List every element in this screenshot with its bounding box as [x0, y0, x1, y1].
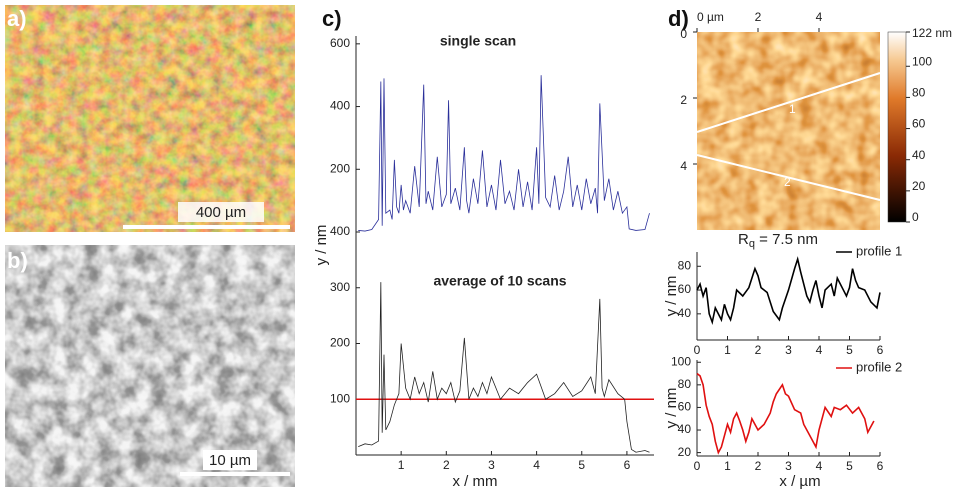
x-tick-label: 0: [694, 459, 701, 473]
x-tick-label: 3: [488, 458, 495, 472]
data-line: [358, 282, 650, 453]
y-tick-label: 100: [671, 354, 691, 368]
x-tick-label: 3: [785, 343, 792, 357]
colorbar: [887, 31, 907, 223]
y-tick-label: 40: [678, 422, 692, 436]
x-tick-label: 5: [578, 458, 585, 472]
x-tick-label: 2: [755, 459, 762, 473]
y-tick-label: 400: [330, 99, 350, 113]
x-tick-label: 1: [724, 343, 731, 357]
x-tick-label: 2: [755, 10, 762, 24]
x-tick-label: 2: [755, 343, 762, 357]
y-axis-label: y / nm: [663, 276, 680, 317]
y-tick-label: 400: [330, 224, 350, 238]
data-line: [696, 256, 881, 326]
profile-line: [696, 154, 881, 201]
y-tick-label: 60: [678, 282, 692, 296]
x-tick-label: 3: [785, 459, 792, 473]
y-tick-label: 0: [680, 27, 687, 41]
x-tick-label: 1: [724, 459, 731, 473]
profile-line: [696, 72, 881, 133]
y-tick-label: 60: [678, 400, 692, 414]
x-tick-label: 6: [877, 459, 884, 473]
x-tick-label: 2: [443, 458, 450, 472]
y-tick-label: 20: [678, 445, 692, 459]
x-tick-label: 4: [533, 458, 540, 472]
legend-label: profile 2: [856, 359, 902, 374]
y-tick-label: 100: [330, 391, 350, 405]
colorbar-label: 20: [912, 179, 926, 193]
y-tick-label: 600: [330, 36, 350, 50]
y-tick-label: 80: [678, 258, 692, 272]
annotation-text: = 7.5 nm: [755, 231, 818, 248]
scale-bar-label: 10 µm: [209, 452, 251, 469]
y-tick-label: 200: [330, 336, 350, 350]
x-tick-label: 4: [816, 343, 823, 357]
x-tick-label: 5: [846, 459, 853, 473]
legend-label: profile 1: [856, 243, 902, 258]
panel-label: d): [668, 6, 689, 31]
y-tick-label: 4: [680, 159, 687, 173]
colorbar-label: 122 nm: [912, 26, 952, 40]
y-tick-label: 80: [678, 377, 692, 391]
annotation-symbol: R: [738, 231, 749, 248]
profile-label: 1: [789, 102, 796, 116]
annotation-subscript: q: [749, 238, 755, 250]
y-axis-label: y / nm: [313, 225, 330, 266]
y-tick-label: 300: [330, 280, 350, 294]
chart-title: average of 10 scans: [433, 273, 566, 289]
panel-label: c): [322, 6, 342, 31]
x-tick-label: 6: [877, 343, 884, 357]
label-box: [203, 450, 257, 470]
optical-micrograph: [5, 5, 295, 232]
label-box: [178, 202, 264, 222]
data-line: [696, 372, 875, 455]
colorbar-label: 60: [912, 117, 926, 131]
x-tick-label: 0 µm: [697, 10, 724, 24]
panel-label: b): [7, 248, 28, 273]
y-axis-label: y / nm: [663, 388, 680, 429]
x-tick-label: 0: [694, 343, 701, 357]
afm-image: [697, 32, 880, 230]
y-tick-label: 40: [678, 306, 692, 320]
x-tick-label: 4: [816, 10, 823, 24]
data-line: [358, 75, 650, 232]
colorbar-label: 100: [912, 54, 932, 68]
x-tick-label: 1: [398, 458, 405, 472]
panel-label: a): [7, 6, 27, 31]
colorbar-label: 80: [912, 86, 926, 100]
colorbar-label: 40: [912, 148, 926, 162]
x-tick-label: 5: [846, 343, 853, 357]
x-axis-label: x / mm: [453, 473, 498, 490]
x-tick-label: 4: [816, 459, 823, 473]
sem-micrograph: [5, 245, 295, 487]
x-axis-label: x / µm: [779, 473, 820, 490]
y-tick-label: 2: [680, 93, 687, 107]
colorbar-label: 0: [912, 210, 919, 224]
profile-label: 2: [784, 175, 791, 189]
chart-title: single scan: [440, 33, 516, 49]
x-tick-label: 6: [624, 458, 631, 472]
scale-bar-label: 400 µm: [196, 204, 246, 221]
annotation: Rq = 7.5 nm: [738, 231, 818, 250]
y-tick-label: 200: [330, 161, 350, 175]
